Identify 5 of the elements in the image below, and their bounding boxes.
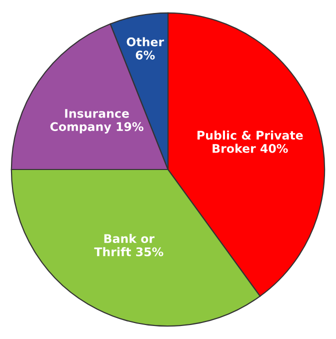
data-label: 6% <box>136 50 155 60</box>
slice-label: Other <box>126 37 164 46</box>
slice-label: Bank or Thrift 35% <box>94 234 164 256</box>
slice-label: Public & Private Broker 40% <box>198 130 303 153</box>
slice-label: Insurance Company 19% <box>50 109 144 134</box>
